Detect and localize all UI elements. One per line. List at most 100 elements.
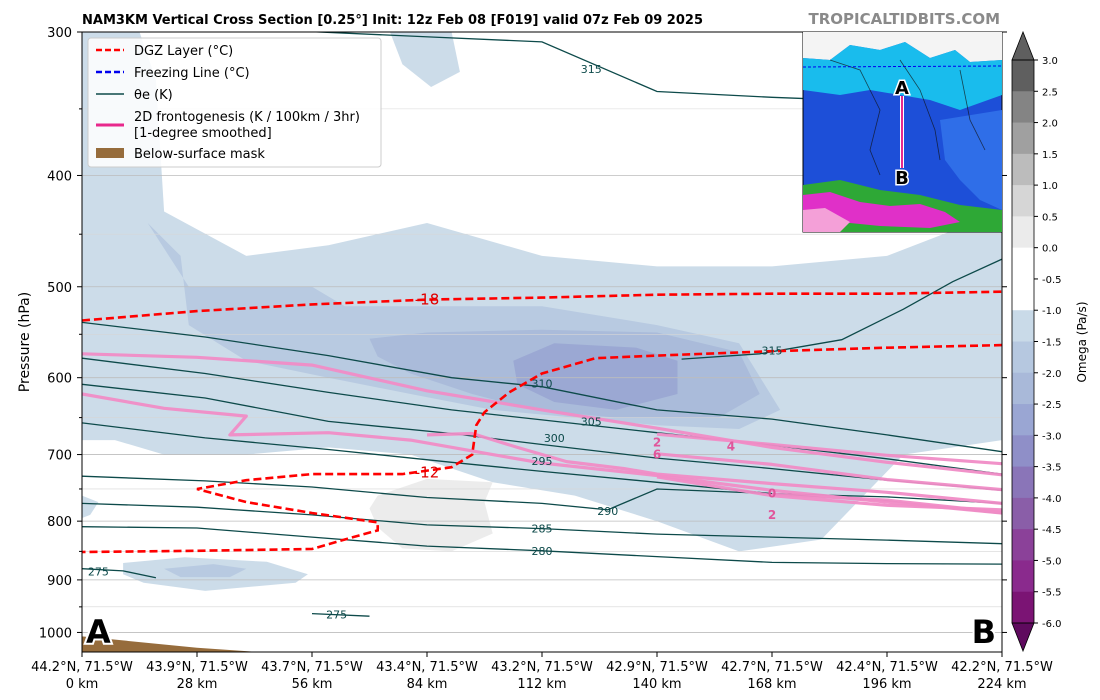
theta-e-label-7-0: 285 <box>532 523 553 536</box>
x-tick-latlon-0: 44.2°N, 71.5°W <box>31 660 133 675</box>
frontogenesis-line-3 <box>656 432 1002 466</box>
colorbar-tick-label-0: 3.0 <box>1042 56 1058 67</box>
theta-e-line-275-10 <box>311 612 370 617</box>
colorbar-tick-label-4: 1.0 <box>1042 181 1058 192</box>
y-tick-label-400: 400 <box>47 169 72 184</box>
x-tick-latlon-7: 42.4°N, 71.5°W <box>836 660 938 675</box>
x-tick-distance-5: 140 km <box>632 677 681 692</box>
legend-label-dgz: DGZ Layer (°C) <box>134 44 233 59</box>
colorbar-tick-label-15: -4.5 <box>1042 525 1062 536</box>
inset-map-light-precip <box>803 42 1002 110</box>
theta-e-line-280-8 <box>82 526 1002 565</box>
colorbar-segment-3 <box>1012 153 1034 186</box>
y-tick-label-1000: 1000 <box>39 626 72 641</box>
y-tick-label-800: 800 <box>47 515 72 530</box>
inset-map-freezing-line <box>802 65 1003 68</box>
colorbar-segment-6 <box>1012 247 1034 280</box>
legend-label-frontogenesis-sub: [1-degree smoothed] <box>134 126 272 141</box>
omega-region-8 <box>369 478 493 552</box>
frontogenesis-contours <box>82 352 1002 515</box>
frontogenesis-label-2-0: 2 <box>653 435 661 449</box>
below-surface-mask <box>82 636 1002 652</box>
chart-title: NAM3KM Vertical Cross Section [0.25°] In… <box>82 13 703 28</box>
colorbar-segment-9 <box>1012 341 1034 374</box>
colorbar-tick-label-14: -4.0 <box>1042 494 1062 505</box>
theta-e-label-6-0: 290 <box>597 505 618 518</box>
x-tick-latlon-1: 43.9°N, 71.5°W <box>146 660 248 675</box>
colorbar-tick-label-10: -2.0 <box>1042 369 1062 380</box>
x-tick-distance-2: 56 km <box>292 677 333 692</box>
colorbar-tick-label-5: 0.5 <box>1042 212 1058 223</box>
colorbar-tick-label-17: -5.5 <box>1042 588 1062 599</box>
colorbar-tick-label-9: -1.5 <box>1042 338 1062 349</box>
colorbar-segment-16 <box>1012 560 1034 593</box>
theta-e-line-310-2 <box>82 321 1002 453</box>
y-tick-label-300: 300 <box>47 26 72 41</box>
colorbar-segment-17 <box>1012 591 1034 624</box>
inset-map-point-a: A <box>895 78 909 99</box>
colorbar-tick-label-18: -6.0 <box>1042 619 1062 630</box>
legend-label-theta: θe (K) <box>134 88 173 103</box>
x-tick-distance-1: 28 km <box>177 677 218 692</box>
inset-map-north-land <box>803 32 1002 62</box>
theta-e-label-9-0: 275 <box>88 566 109 579</box>
colorbar-segment-10 <box>1012 372 1034 405</box>
theta-e-label-4-0: 300 <box>544 432 565 445</box>
colorbar-segment-15 <box>1012 529 1034 561</box>
frontogenesis-line-1 <box>82 392 1002 515</box>
x-tick-distance-8: 224 km <box>977 677 1026 692</box>
colorbar-label: Omega (Pa/s) <box>1075 301 1089 382</box>
x-tick-distance-6: 168 km <box>747 677 796 692</box>
inset-map: A B <box>802 31 1003 233</box>
frontogenesis-line-6 <box>771 492 1002 514</box>
frontogenesis-line-2 <box>426 431 1002 505</box>
legend-swatch-mask <box>96 148 124 158</box>
theta-e-label-1-0: 315 <box>762 344 783 357</box>
endpoint-b-label: B <box>972 613 996 651</box>
y-axis: 300 400 500 600 700 800 900 1000 <box>39 26 1007 641</box>
colorbar-segment-14 <box>1012 497 1034 530</box>
colorbar-segment-2 <box>1012 122 1034 155</box>
omega-region-5 <box>164 564 247 578</box>
colorbar-tick-label-8: -1.0 <box>1042 306 1062 317</box>
theta-e-label-5-0: 295 <box>532 455 553 468</box>
colorbar-tick-label-13: -3.5 <box>1042 463 1062 474</box>
omega-region-3 <box>390 32 460 87</box>
y-tick-label-700: 700 <box>47 449 72 464</box>
y-tick-label-600: 600 <box>47 372 72 387</box>
dgz-line--12 <box>82 343 1002 554</box>
theta-e-line-275-9 <box>82 568 157 579</box>
surface-mask-fill <box>82 636 1002 652</box>
x-axis: 44.2°N, 71.5°W 0 km 43.9°N, 71.5°W 28 km 43.… <box>31 652 1053 692</box>
dgz-label-1-0: -12 <box>415 463 440 481</box>
brand-watermark: TROPICALTIDBITS.COM <box>809 10 1001 28</box>
x-tick-distance-0: 0 km <box>66 677 99 692</box>
theta-e-line-305-3 <box>82 357 1002 475</box>
colorbar-segment-7 <box>1012 278 1034 311</box>
omega-region-1 <box>82 495 99 518</box>
x-tick-distance-7: 196 km <box>862 677 911 692</box>
legend-label-freezing: Freezing Line (°C) <box>134 66 250 81</box>
y-axis-label: Pressure (hPa) <box>17 292 33 392</box>
colorbar-tick-label-16: -5.0 <box>1042 556 1062 567</box>
colorbar: 3.0 2.5 2.0 1.5 1.0 0.5 0.0 -0.5 -1.0 -1.5 -2.0 -2.… <box>1011 30 1062 653</box>
dgz-label-0-0: -18 <box>415 291 440 309</box>
x-tick-latlon-2: 43.7°N, 71.5°W <box>261 660 363 675</box>
colorbar-tick-label-7: -0.5 <box>1042 275 1062 286</box>
colorbar-segment-12 <box>1012 435 1034 468</box>
omega-region-7 <box>513 343 678 410</box>
colorbar-tick-label-6: 0.0 <box>1042 244 1058 255</box>
inset-map-ice-precip <box>803 208 850 232</box>
colorbar-segment-8 <box>1012 310 1034 342</box>
dgz-contours <box>82 290 1002 554</box>
x-tick-distance-3: 84 km <box>407 677 448 692</box>
x-tick-latlon-5: 42.9°N, 71.5°W <box>606 660 708 675</box>
endpoint-a-label: A <box>86 613 111 651</box>
theta-e-label-2-0: 310 <box>532 377 553 390</box>
x-tick-latlon-8: 42.2°N, 71.5°W <box>951 660 1053 675</box>
frontogenesis-label-5-0: 2 <box>768 508 776 522</box>
theta-e-line-300-4 <box>82 383 1002 491</box>
y-tick-label-900: 900 <box>47 574 72 589</box>
colorbar-tick-label-11: -2.5 <box>1042 400 1062 411</box>
